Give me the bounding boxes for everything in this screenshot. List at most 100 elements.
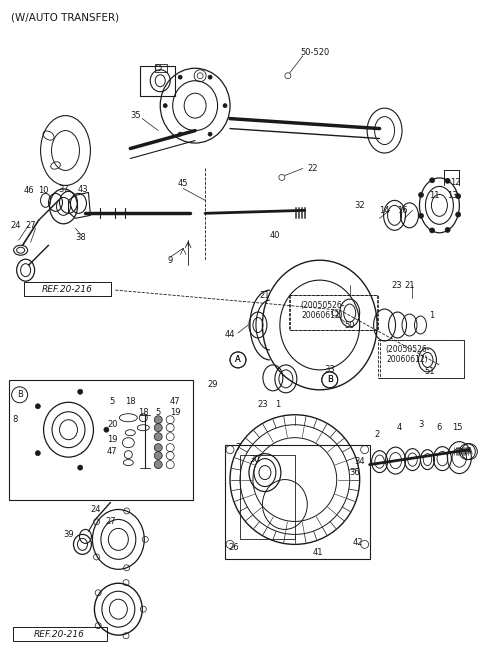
Circle shape (208, 75, 212, 79)
Circle shape (419, 214, 423, 218)
Circle shape (154, 433, 162, 441)
Text: 30: 30 (250, 455, 260, 464)
Text: 20060612): 20060612) (387, 355, 428, 365)
Circle shape (223, 104, 227, 108)
Circle shape (178, 132, 182, 136)
Text: 23: 23 (391, 281, 402, 290)
Text: 20: 20 (107, 420, 118, 429)
Text: REF.20-216: REF.20-216 (34, 629, 85, 639)
Text: 16: 16 (397, 206, 408, 215)
Text: A: A (465, 447, 470, 456)
Text: 24: 24 (90, 505, 101, 514)
Text: 37: 37 (58, 185, 69, 194)
Text: 9: 9 (168, 256, 173, 265)
Bar (24, 282, 111, 296)
Text: 19: 19 (170, 408, 180, 417)
Bar (155, 64, 167, 72)
Circle shape (36, 451, 40, 456)
Circle shape (430, 228, 434, 233)
Text: 51: 51 (424, 367, 435, 376)
Text: 43: 43 (77, 185, 88, 194)
Bar (12, 627, 108, 641)
Text: 1: 1 (429, 311, 434, 319)
Bar (380, 340, 464, 378)
Circle shape (456, 194, 461, 198)
Text: 38: 38 (75, 233, 86, 242)
Bar (290, 295, 378, 330)
Text: 50: 50 (345, 321, 355, 330)
Text: 24: 24 (11, 221, 21, 230)
Text: 15: 15 (452, 423, 463, 432)
Text: 23: 23 (258, 400, 268, 409)
Text: 21: 21 (404, 281, 415, 290)
Circle shape (78, 390, 83, 394)
Text: 1: 1 (275, 400, 280, 409)
Text: 8: 8 (12, 415, 17, 424)
Text: 11: 11 (429, 191, 440, 200)
Text: 14: 14 (379, 206, 390, 215)
Text: (W/AUTO TRANSFER): (W/AUTO TRANSFER) (11, 13, 119, 23)
Text: 42: 42 (352, 538, 363, 547)
Bar (225, 445, 370, 559)
Bar (9, 380, 193, 499)
Text: 27: 27 (25, 221, 36, 230)
Text: 12: 12 (450, 178, 461, 187)
Text: 34: 34 (354, 457, 365, 466)
Text: 4: 4 (397, 423, 402, 432)
Text: 21: 21 (260, 290, 270, 300)
Text: 50-520: 50-520 (300, 49, 329, 57)
Circle shape (154, 416, 162, 424)
Text: 20060612): 20060612) (302, 311, 344, 319)
Text: B: B (327, 375, 333, 384)
Circle shape (208, 132, 212, 136)
Text: 18: 18 (125, 397, 136, 406)
Text: 10: 10 (38, 186, 49, 195)
Text: B: B (17, 390, 23, 399)
Text: 46: 46 (24, 186, 34, 195)
Text: 19: 19 (107, 435, 118, 444)
Text: 44: 44 (225, 330, 235, 340)
Text: 32: 32 (354, 201, 365, 210)
Text: A: A (467, 447, 472, 456)
Circle shape (154, 451, 162, 460)
Text: 5: 5 (156, 408, 161, 417)
Bar (289, 295, 377, 330)
Circle shape (178, 75, 182, 79)
Text: 26: 26 (228, 543, 240, 552)
Text: 13: 13 (447, 191, 458, 200)
Text: 33: 33 (324, 365, 335, 374)
Circle shape (419, 193, 423, 197)
Text: 18: 18 (138, 408, 149, 417)
Bar (240, 455, 295, 539)
Text: 47: 47 (107, 447, 118, 456)
Text: 29: 29 (208, 380, 218, 390)
Text: 27: 27 (105, 517, 116, 526)
Text: 36: 36 (349, 468, 360, 477)
Circle shape (154, 443, 162, 451)
Text: A: A (235, 355, 241, 365)
Circle shape (104, 427, 109, 432)
Circle shape (154, 424, 162, 432)
Text: REF.20-216: REF.20-216 (42, 284, 93, 294)
Text: 6: 6 (437, 423, 442, 432)
Circle shape (445, 178, 450, 183)
Circle shape (430, 178, 434, 183)
Circle shape (78, 465, 83, 470)
Text: (20050526-: (20050526- (300, 300, 345, 309)
Text: B: B (327, 375, 333, 384)
Circle shape (36, 404, 40, 409)
Circle shape (154, 461, 162, 468)
Text: 35: 35 (130, 111, 141, 120)
Circle shape (456, 212, 461, 217)
Text: 7: 7 (235, 443, 240, 452)
Text: 47: 47 (170, 397, 180, 406)
Text: 41: 41 (312, 548, 323, 557)
Circle shape (445, 227, 450, 233)
Bar (378, 340, 464, 378)
Text: 40: 40 (270, 231, 280, 240)
Text: 22: 22 (308, 164, 318, 173)
Text: 45: 45 (178, 179, 189, 188)
Bar (140, 66, 175, 96)
Text: 39: 39 (63, 530, 74, 539)
Text: 5: 5 (110, 397, 115, 406)
